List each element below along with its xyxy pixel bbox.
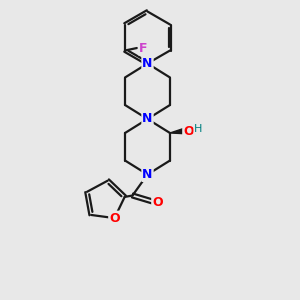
Text: N: N — [142, 168, 153, 181]
Text: N: N — [142, 112, 153, 125]
Text: O: O — [109, 212, 120, 225]
Text: F: F — [139, 41, 147, 55]
Text: N: N — [142, 57, 153, 70]
Polygon shape — [170, 128, 185, 134]
Text: H: H — [194, 124, 203, 134]
Text: O: O — [152, 196, 163, 209]
Text: O: O — [183, 124, 194, 137]
